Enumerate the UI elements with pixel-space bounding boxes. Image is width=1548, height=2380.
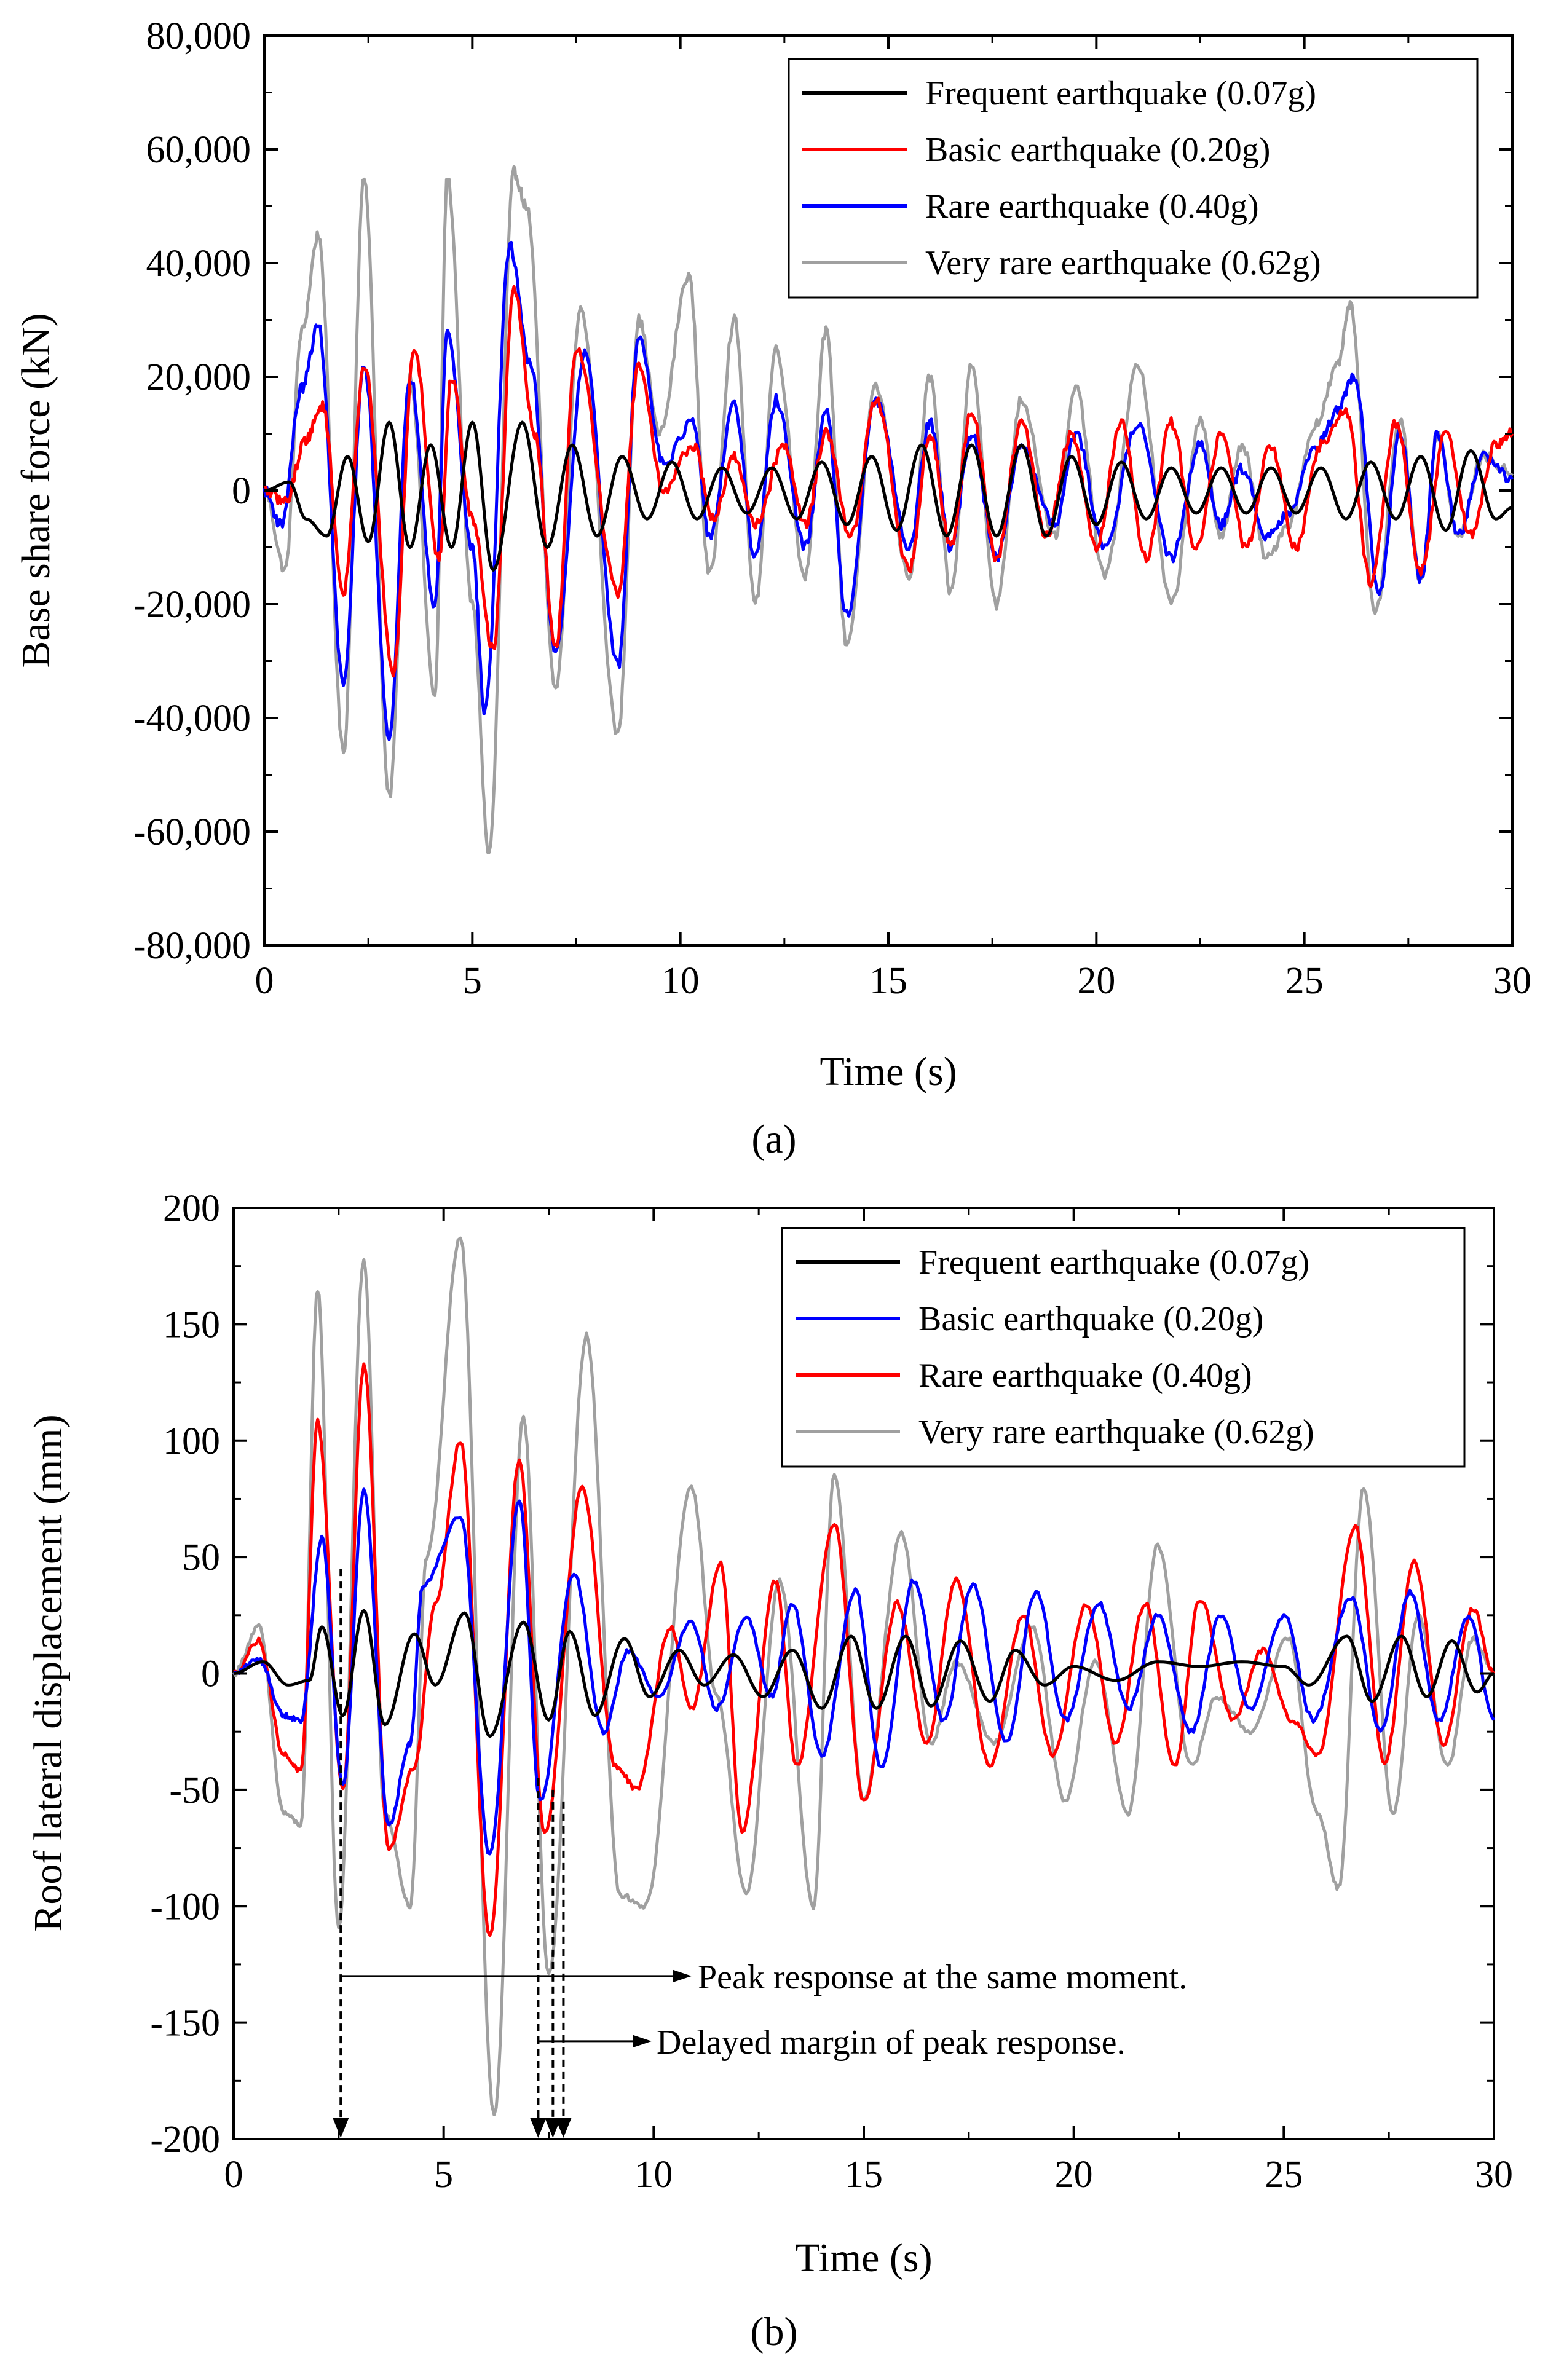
legend-box <box>781 1227 1466 1468</box>
chart-b: 0 5 10 15 20 25 30-200-150-100-50050100150200 … <box>26 1188 1513 2354</box>
series-line-frequent <box>233 1609 1495 1738</box>
marker-arrowhead <box>333 2118 349 2138</box>
legend-label-red: Rare earthquake (0.40g) <box>918 1357 1252 1395</box>
legend-box <box>788 58 1479 299</box>
legend-label-red: Basic earthquake (0.20g) <box>925 131 1270 169</box>
annotations: Peak response at the same moment. Delayed… <box>333 1569 1187 2138</box>
y-tick-label: 50 <box>182 1537 220 1578</box>
x-tick-label: 0 <box>255 960 274 1002</box>
x-tick-label: 25 <box>1285 960 1324 1002</box>
x-axis-label: Time (s) <box>795 2236 932 2280</box>
x-tick-label: 25 <box>1265 2154 1303 2196</box>
x-tick-label: 5 <box>434 2154 453 2196</box>
x-tick-label: 30 <box>1475 2154 1513 2196</box>
y-tick-label: 40,000 <box>146 243 251 285</box>
caption-b: (b) <box>751 2309 798 2354</box>
y-tick-label: 150 <box>163 1304 220 1346</box>
axis-ticks <box>263 34 1514 947</box>
y-tick-label: 20,000 <box>146 357 251 398</box>
y-tick-label: -50 <box>169 1770 220 1811</box>
y-axis-label: Base share force (kN) <box>14 313 58 668</box>
x-tick-label: 10 <box>661 960 700 1002</box>
y-tick-label: 100 <box>163 1421 220 1462</box>
x-tick-label: 0 <box>224 2154 243 2196</box>
y-tick-label: -80,000 <box>133 925 251 967</box>
marker-arrowhead <box>545 2118 561 2138</box>
y-tick-label: -40,000 <box>133 698 251 739</box>
series-group <box>232 1236 1496 2116</box>
y-tick-label: -100 <box>150 1886 220 1928</box>
legend: Frequent earthquake (0.07g) Basic earthqu… <box>781 1227 1466 1468</box>
x-tick-label: 5 <box>463 960 482 1002</box>
x-tick-label: 15 <box>845 2154 883 2196</box>
x-tick-label: 20 <box>1055 2154 1093 2196</box>
tick-labels: 0 5 10 15 20 25 30 -80,000 -60,000 -40,000 -20,000… <box>133 15 1531 1002</box>
y-tick-label: -60,000 <box>133 811 251 853</box>
x-axis-label: Time (s) <box>819 1049 957 1094</box>
series-line-gray <box>232 1236 1495 2116</box>
y-tick-label: 0 <box>232 470 251 512</box>
x-tick-label: 10 <box>634 2154 673 2196</box>
y-tick-label: 80,000 <box>146 15 251 57</box>
annotation-arrowhead <box>633 2035 652 2047</box>
y-tick-label: -150 <box>150 2003 220 2044</box>
y-axis-label: Roof lateral displacement (mm) <box>26 1414 71 1931</box>
series-line-blue <box>263 240 1514 741</box>
caption-a: (a) <box>751 1117 796 1162</box>
y-tick-label: -200 <box>150 2119 220 2161</box>
chart-a: 0 5 10 15 20 25 30 -80,000 -60,000 -40,000 -20,000… <box>14 15 1531 1162</box>
x-tick-label: 20 <box>1077 960 1115 1002</box>
marker-arrowhead <box>555 2118 572 2138</box>
tick-labels: 0 5 10 15 20 25 30 -200 -150 -100 -50 0 50 100 150 200 <box>150 1188 1513 2196</box>
annotation-delayed-margin: Delayed margin of peak response. <box>657 2023 1125 2062</box>
y-tick-label: 0 <box>201 1653 220 1695</box>
legend: Frequent earthquake (0.07g) Basic earthqu… <box>788 58 1479 299</box>
axis-ticks <box>232 1207 1495 2140</box>
legend-label-gray: Very rare earthquake (0.62g) <box>918 1413 1314 1451</box>
series-line-red <box>233 1362 1495 1937</box>
series-group <box>263 165 1514 854</box>
annotation-peak-same-moment: Peak response at the same moment. <box>698 1958 1187 1996</box>
marker-arrowhead <box>530 2118 547 2138</box>
y-tick-label: -20,000 <box>133 584 251 626</box>
annotation-arrowhead <box>673 1969 692 1982</box>
legend-label-blue: Basic earthquake (0.20g) <box>918 1300 1263 1338</box>
x-tick-label: 30 <box>1493 960 1531 1002</box>
legend-label-gray: Very rare earthquake (0.62g) <box>925 244 1321 282</box>
legend-label-frequent: Frequent earthquake (0.07g) <box>925 74 1316 112</box>
series-line-frequent <box>264 420 1513 572</box>
legend-label-blue: Rare earthquake (0.40g) <box>925 187 1259 226</box>
y-tick-label: 60,000 <box>146 129 251 171</box>
x-tick-label: 15 <box>869 960 907 1002</box>
legend-label-frequent: Frequent earthquake (0.07g) <box>918 1243 1309 1282</box>
y-tick-label: 200 <box>163 1188 220 1229</box>
